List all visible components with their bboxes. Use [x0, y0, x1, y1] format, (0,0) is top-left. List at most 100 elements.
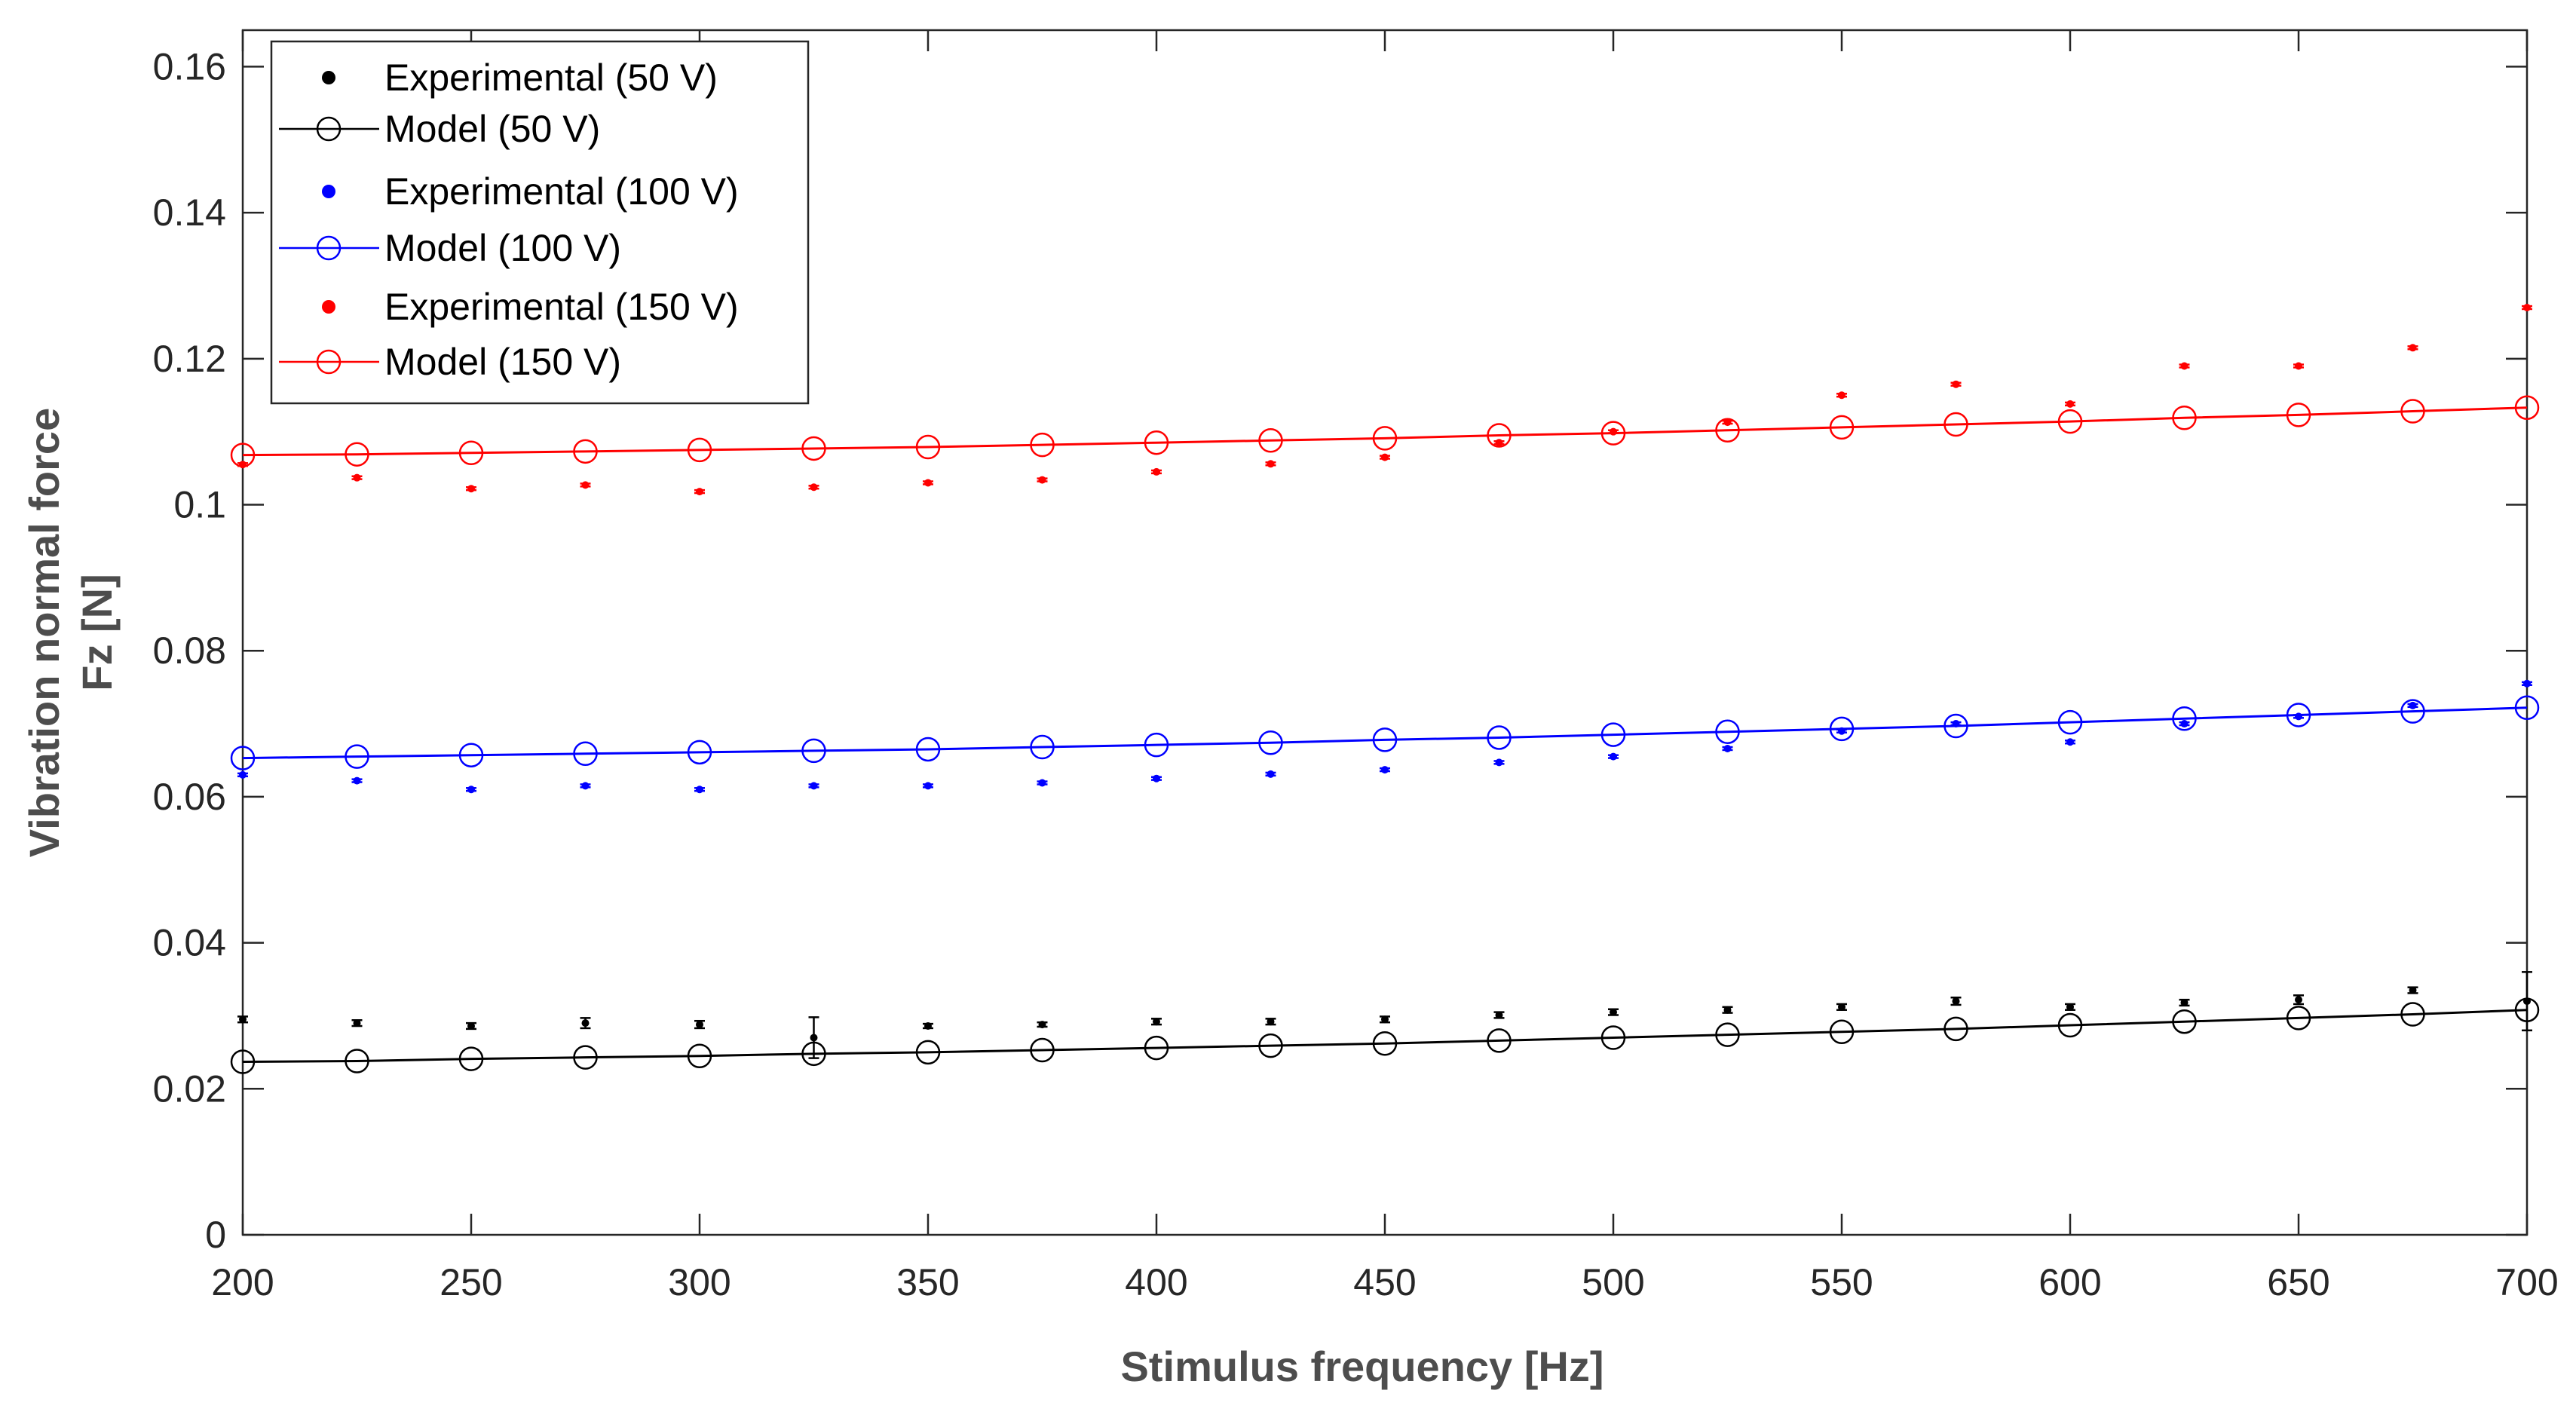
- model-line: [242, 1009, 2528, 1063]
- experimental-point: [1723, 418, 1732, 427]
- legend-marker-experimental-100v: [322, 185, 335, 198]
- series-experimental-4: [237, 304, 2532, 496]
- experimental-point: [1610, 752, 1617, 761]
- experimental-point: [239, 1015, 247, 1024]
- legend-label-model-150v: Model (150 V): [384, 341, 621, 383]
- model-marker: [1030, 432, 1055, 458]
- model-marker: [2057, 409, 2083, 434]
- legend-marker-model-100v: [316, 235, 342, 261]
- model-marker: [2400, 1002, 2425, 1027]
- model-marker: [573, 439, 598, 464]
- model-marker: [1258, 730, 1283, 755]
- y-tick-label: 0.12: [153, 338, 226, 380]
- model-marker: [2514, 997, 2540, 1022]
- experimental-point: [239, 770, 247, 779]
- y-tick-label: 0.04: [153, 922, 226, 964]
- model-marker: [915, 434, 941, 460]
- model-marker: [687, 740, 712, 765]
- experimental-point: [810, 483, 818, 492]
- model-marker: [2400, 399, 2425, 424]
- y-tick-label: 0.1: [173, 484, 226, 526]
- y-tick-label: 0.16: [153, 45, 226, 87]
- x-tick-label: 500: [1582, 1261, 1644, 1303]
- axis-ticks: [241, 30, 2529, 1236]
- experimental-point: [1495, 758, 1503, 767]
- legend-marker-model-50v: [316, 116, 342, 142]
- experimental-point: [2066, 738, 2074, 746]
- model-marker: [573, 741, 598, 767]
- experimental-point: [924, 782, 932, 790]
- experimental-point: [696, 1021, 703, 1029]
- legend-marker-model-150v: [316, 349, 342, 375]
- experimental-point: [581, 1019, 590, 1028]
- model-marker: [687, 437, 712, 463]
- model-marker: [1487, 1028, 1512, 1053]
- experimental-point: [1381, 453, 1389, 461]
- legend: Experimental (50 V) Model (50 V) Experim…: [270, 40, 810, 405]
- model-marker: [230, 443, 256, 467]
- experimental-point: [581, 782, 590, 790]
- model-marker: [458, 440, 484, 466]
- model-marker: [1372, 727, 1398, 752]
- model-marker: [1030, 734, 1055, 760]
- model-marker: [2172, 706, 2197, 731]
- experimental-point: [1153, 774, 1160, 783]
- legend-box: [270, 40, 810, 405]
- legend-marker-experimental-50v: [322, 71, 335, 84]
- model-marker: [1829, 415, 1855, 440]
- model-marker: [2514, 695, 2540, 721]
- model-marker: [2057, 709, 2083, 735]
- model-marker: [573, 1045, 598, 1070]
- experimental-point: [1838, 1003, 1845, 1011]
- experimental-point: [2066, 1003, 2074, 1011]
- model-marker: [1258, 1033, 1283, 1058]
- y-tick-labels: 0 0.02 0.04 0.06 0.08 0.1 0.12 0.14 0.16: [153, 45, 226, 1256]
- model-marker: [1600, 722, 1626, 747]
- model-marker: [1943, 713, 1968, 739]
- experimental-point: [810, 782, 818, 790]
- y-tick-label: 0.02: [153, 1067, 226, 1110]
- model-marker: [1715, 719, 1740, 744]
- model-marker: [458, 743, 484, 767]
- model-marker: [2514, 395, 2540, 420]
- experimental-point: [696, 488, 703, 496]
- x-tick-label: 200: [211, 1261, 274, 1303]
- model-marker: [801, 738, 826, 764]
- model-marker: [801, 1041, 826, 1067]
- series-model-5: [230, 395, 2540, 467]
- experimental-point: [2180, 999, 2189, 1007]
- experimental-point: [2295, 362, 2302, 370]
- experimental-point: [2180, 362, 2189, 370]
- experimental-point: [353, 776, 361, 785]
- x-tick-label: 600: [2038, 1261, 2101, 1303]
- y-axis-title-line2: Fz [N]: [73, 574, 121, 691]
- model-marker: [1829, 716, 1855, 742]
- model-marker: [230, 746, 256, 770]
- experimental-point: [1038, 1021, 1046, 1029]
- experimental-point: [1495, 1011, 1503, 1019]
- legend-marker-experimental-150v: [322, 300, 335, 314]
- model-marker: [1943, 412, 1968, 437]
- model-marker: [915, 737, 941, 762]
- experimental-point: [924, 479, 932, 487]
- experimental-point: [2409, 344, 2417, 352]
- x-tick-labels: 200 250 300 350 400 450 500 550 600 650 700: [211, 1261, 2558, 1303]
- model-marker: [2286, 403, 2311, 427]
- experimental-point: [2409, 986, 2417, 994]
- experimental-point: [467, 786, 475, 794]
- x-tick-label: 400: [1125, 1261, 1187, 1303]
- model-marker: [2057, 1012, 2083, 1038]
- y-tick-label: 0.08: [153, 629, 226, 672]
- series-model-1: [230, 997, 2540, 1074]
- experimental-point: [810, 1034, 818, 1042]
- legend-label-experimental-150v: Experimental (150 V): [384, 286, 739, 328]
- experimental-point: [1153, 467, 1160, 476]
- experimental-point: [696, 786, 703, 794]
- experimental-point: [2066, 400, 2074, 408]
- model-marker: [1715, 1022, 1740, 1047]
- model-marker: [1487, 725, 1512, 750]
- x-tick-label: 700: [2495, 1261, 2558, 1303]
- x-tick-label: 450: [1353, 1261, 1416, 1303]
- experimental-point: [2409, 701, 2417, 709]
- experimental-point: [1952, 997, 1960, 1006]
